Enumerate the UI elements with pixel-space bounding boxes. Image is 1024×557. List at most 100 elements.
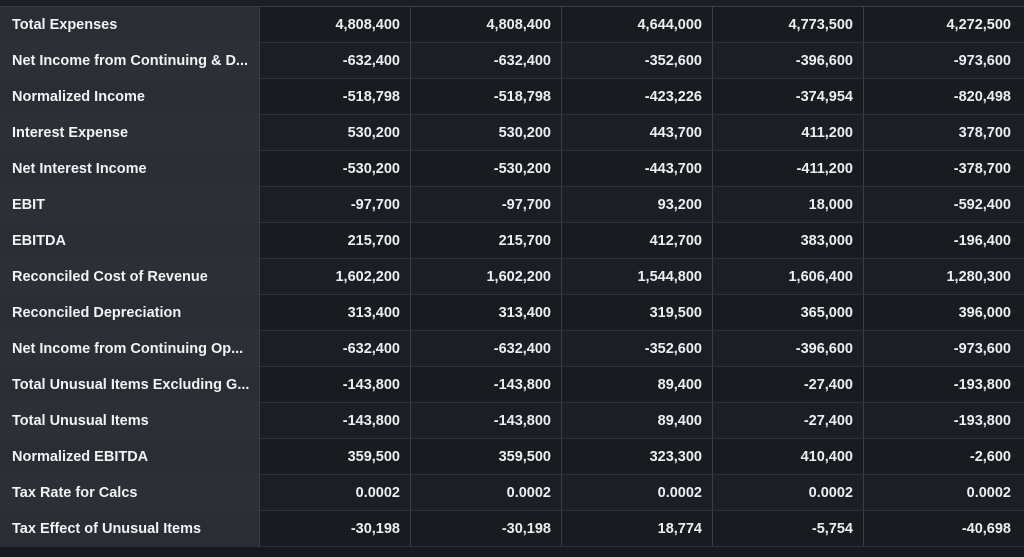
value-cell: 1,280,300	[946, 268, 1011, 285]
value-cell: -97,700	[260, 187, 411, 222]
value-cell: -352,600	[562, 43, 713, 78]
value-cell: -40,698	[961, 520, 1011, 537]
value-cell: 215,700	[260, 223, 411, 258]
value-cell: -530,200	[411, 151, 562, 186]
value-cell: -632,400	[260, 43, 411, 78]
value-cell: 396,000	[958, 304, 1011, 321]
row-label: EBITDA	[0, 223, 260, 258]
value-cell: -5,754	[713, 511, 864, 546]
value-cell: -973,600	[953, 340, 1011, 357]
row-label: Net Interest Income	[0, 151, 260, 186]
value-cell: 0.0002	[562, 475, 713, 510]
row-label: Interest Expense	[0, 115, 260, 150]
value-cell: -820,498	[953, 88, 1011, 105]
table-row[interactable]: Reconciled Cost of Revenue 1,602,200 1,6…	[0, 259, 1024, 295]
value-cell: 215,700	[411, 223, 562, 258]
table-row[interactable]: Total Unusual Items Excluding G... -143,…	[0, 367, 1024, 403]
value-cell: 313,400	[411, 295, 562, 330]
value-cell: 378,700	[958, 124, 1011, 141]
value-cell: 411,200	[713, 115, 864, 150]
value-cell: -374,954	[713, 79, 864, 114]
table-row[interactable]: Tax Effect of Unusual Items -30,198 -30,…	[0, 511, 1024, 547]
value-cell: 89,400	[562, 403, 713, 438]
table-header-edge	[0, 0, 1024, 7]
table-row[interactable]: EBITDA 215,700 215,700 412,700 383,000 -…	[0, 223, 1024, 259]
value-cell: 313,400	[260, 295, 411, 330]
row-label: Reconciled Cost of Revenue	[0, 259, 260, 294]
row-label: Reconciled Depreciation	[0, 295, 260, 330]
value-cell: -352,600	[562, 331, 713, 366]
value-cell: -973,600	[953, 52, 1011, 69]
value-cell: -143,800	[260, 403, 411, 438]
value-cell: -396,600	[713, 331, 864, 366]
value-cell: -27,400	[713, 367, 864, 402]
value-cell: -193,800	[953, 376, 1011, 393]
value-cell: 0.0002	[966, 484, 1011, 501]
row-label: Total Unusual Items	[0, 403, 260, 438]
value-cell: -443,700	[562, 151, 713, 186]
table-row[interactable]: Interest Expense 530,200 530,200 443,700…	[0, 115, 1024, 151]
row-label: Normalized EBITDA	[0, 439, 260, 474]
value-cell: 93,200	[562, 187, 713, 222]
value-cell: 4,644,000	[562, 7, 713, 42]
value-cell: 18,774	[562, 511, 713, 546]
value-cell: 4,272,500	[946, 16, 1011, 33]
value-cell: -378,700	[953, 160, 1011, 177]
value-cell: 1,606,400	[713, 259, 864, 294]
table-row[interactable]: EBIT -97,700 -97,700 93,200 18,000 -592,…	[0, 187, 1024, 223]
value-cell: 0.0002	[411, 475, 562, 510]
value-cell: 89,400	[562, 367, 713, 402]
value-cell: 530,200	[411, 115, 562, 150]
value-cell: -518,798	[260, 79, 411, 114]
value-cell: 4,808,400	[260, 7, 411, 42]
value-cell: -592,400	[953, 196, 1011, 213]
table-row[interactable]: Net Interest Income -530,200 -530,200 -4…	[0, 151, 1024, 187]
value-cell: -196,400	[953, 232, 1011, 249]
value-cell: 443,700	[562, 115, 713, 150]
row-label: Total Unusual Items Excluding G...	[0, 367, 260, 402]
table-row[interactable]: Reconciled Depreciation 313,400 313,400 …	[0, 295, 1024, 331]
table-row[interactable]: Normalized EBITDA 359,500 359,500 323,30…	[0, 439, 1024, 475]
value-cell: -632,400	[411, 43, 562, 78]
value-cell: 365,000	[713, 295, 864, 330]
value-cell: -2,600	[969, 448, 1011, 465]
value-cell: 1,544,800	[562, 259, 713, 294]
table-row[interactable]: Normalized Income -518,798 -518,798 -423…	[0, 79, 1024, 115]
value-cell: -411,200	[713, 151, 864, 186]
value-cell: 383,000	[713, 223, 864, 258]
value-cell: 1,602,200	[260, 259, 411, 294]
value-cell: -632,400	[411, 331, 562, 366]
value-cell: 410,400	[713, 439, 864, 474]
value-cell: 323,300	[562, 439, 713, 474]
value-cell: -97,700	[411, 187, 562, 222]
value-cell: -27,400	[713, 403, 864, 438]
table-row[interactable]: Tax Rate for Calcs 0.0002 0.0002 0.0002 …	[0, 475, 1024, 511]
value-cell: -30,198	[260, 511, 411, 546]
value-cell: -193,800	[953, 412, 1011, 429]
value-cell: -143,800	[411, 367, 562, 402]
row-label: EBIT	[0, 187, 260, 222]
value-cell: 319,500	[562, 295, 713, 330]
value-cell: -143,800	[260, 367, 411, 402]
value-cell: 4,773,500	[713, 7, 864, 42]
table-row[interactable]: Total Expenses 4,808,400 4,808,400 4,644…	[0, 7, 1024, 43]
value-cell: 530,200	[260, 115, 411, 150]
value-cell: 4,808,400	[411, 7, 562, 42]
value-cell: -143,800	[411, 403, 562, 438]
value-cell: 0.0002	[260, 475, 411, 510]
value-cell: -30,198	[411, 511, 562, 546]
table-row[interactable]: Net Income from Continuing & D... -632,4…	[0, 43, 1024, 79]
value-cell: 359,500	[260, 439, 411, 474]
table-row[interactable]: Net Income from Continuing Op... -632,40…	[0, 331, 1024, 367]
value-cell: 412,700	[562, 223, 713, 258]
value-cell: 359,500	[411, 439, 562, 474]
table-row[interactable]: Total Unusual Items -143,800 -143,800 89…	[0, 403, 1024, 439]
row-label: Net Income from Continuing Op...	[0, 331, 260, 366]
value-cell: -632,400	[260, 331, 411, 366]
row-label: Tax Effect of Unusual Items	[0, 511, 260, 546]
value-cell: 1,602,200	[411, 259, 562, 294]
row-label: Tax Rate for Calcs	[0, 475, 260, 510]
value-cell: -396,600	[713, 43, 864, 78]
row-label: Total Expenses	[0, 7, 260, 42]
